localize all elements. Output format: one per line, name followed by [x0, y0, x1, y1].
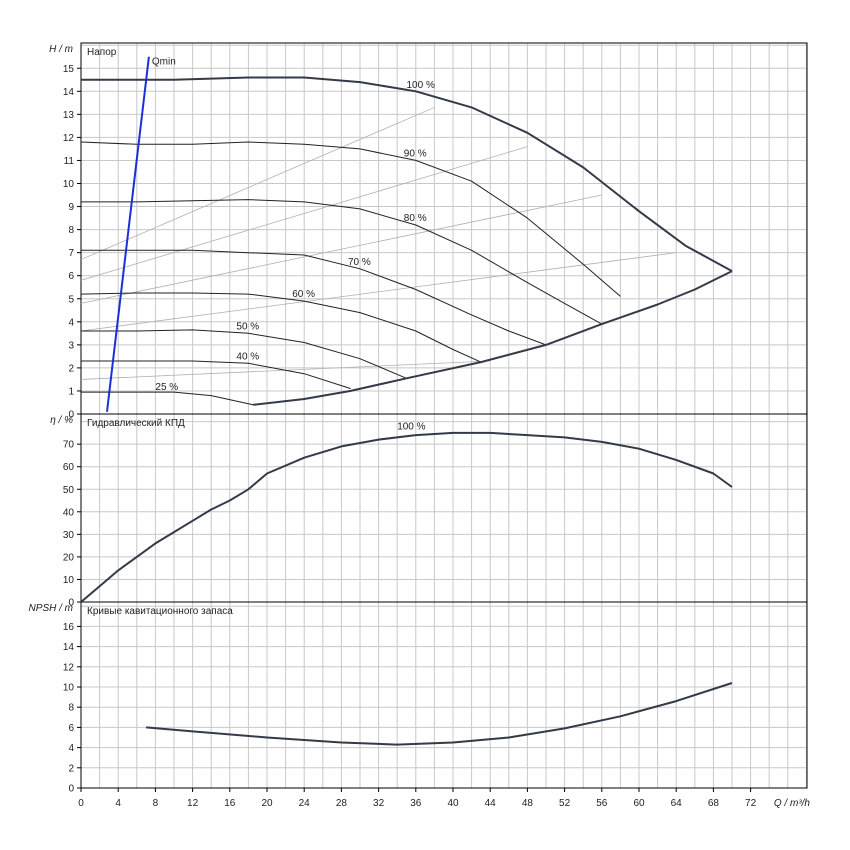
y-tick-label: 4 [68, 743, 74, 754]
curve-label: 70 % [348, 257, 371, 268]
curve-50 [81, 329, 407, 379]
y-tick-label: 13 [63, 110, 75, 121]
y-tick-label: 10 [63, 179, 75, 190]
y-tick-label: 20 [63, 552, 75, 563]
curve-Qmin [106, 56, 150, 412]
y-axis-label: η / % [50, 415, 73, 426]
curve-80 [81, 199, 603, 325]
x-tick-label: 28 [336, 798, 348, 809]
x-tick-label: 4 [115, 798, 121, 809]
y-axis: 0 10 20 30 40 50 60 70 [63, 440, 81, 609]
y-axis-label: H / m [49, 44, 73, 55]
curve-40 [81, 360, 351, 390]
panel-frame [80, 601, 808, 789]
curve-70 [81, 249, 547, 346]
y-tick-label: 9 [68, 202, 74, 213]
y-tick-label: 16 [63, 622, 75, 633]
efficiency-guide-line [80, 252, 677, 332]
y-tick-label: 0 [68, 598, 74, 609]
y-tick-label: 30 [63, 530, 75, 541]
y-tick-label: 6 [68, 723, 74, 734]
y-tick-label: 5 [68, 294, 74, 305]
y-tick-label: 8 [68, 225, 74, 236]
x-tick-label: 56 [596, 798, 608, 809]
x-axis-label: Q / m³/h [774, 798, 811, 809]
x-tick-label: 40 [447, 798, 459, 809]
x-tick-label: 48 [522, 798, 534, 809]
curve-90 [80, 141, 621, 297]
x-tick-label: 12 [187, 798, 199, 809]
x-tick-label: 8 [153, 798, 159, 809]
x-tick-label: 44 [485, 798, 497, 809]
x-tick-label: 68 [708, 798, 720, 809]
curve-boundary [252, 270, 733, 406]
y-tick-label: 8 [68, 703, 74, 714]
x-tick-label: 20 [261, 798, 273, 809]
y-tick-label: 1 [68, 386, 74, 397]
y-tick-label: 70 [63, 440, 75, 451]
y-tick-label: 50 [63, 485, 75, 496]
y-tick-label: 2 [68, 363, 74, 374]
curve-label: 90 % [404, 148, 427, 159]
curve-label: 80 % [404, 213, 427, 224]
curve-label: 40 % [236, 351, 259, 362]
curve-boundary [146, 682, 733, 746]
y-tick-label: 12 [63, 662, 75, 673]
y-tick-label: 4 [68, 317, 74, 328]
panel-title: Напор [87, 47, 117, 58]
x-tick-label: 32 [373, 798, 385, 809]
y-tick-label: 0 [68, 410, 74, 421]
x-axis: 0 4 8 12 16 20 24 28 32 36 40 44 48 52 56 60 64 68 72 [78, 788, 757, 809]
panel-title: Гидравлический КПД [87, 418, 185, 429]
y-tick-label: 0 [68, 784, 74, 795]
grid [80, 43, 807, 788]
curve-100 [81, 76, 733, 272]
x-tick-label: 52 [559, 798, 571, 809]
panel-title: Кривые кавитационного запаса [87, 606, 233, 617]
x-tick-label: 16 [224, 798, 236, 809]
y-tick-label: 10 [63, 683, 75, 694]
panel-frame [80, 413, 808, 603]
curve-label: 100 % [407, 80, 435, 91]
y-tick-label: 3 [68, 340, 74, 351]
x-tick-label: 36 [410, 798, 422, 809]
x-tick-label: 64 [671, 798, 683, 809]
efficiency-guide-line [80, 194, 602, 304]
x-tick-label: 72 [745, 798, 757, 809]
x-tick-label: 24 [299, 798, 311, 809]
y-axis: 0 2 4 6 8 10 12 14 16 [63, 622, 81, 795]
y-axis-label: NPSH / m [29, 603, 73, 614]
curve-label: 25 % [155, 382, 178, 393]
curve-label: 60 % [292, 289, 315, 300]
y-tick-label: 10 [63, 575, 75, 586]
y-tick-label: 6 [68, 271, 74, 282]
y-tick-label: 40 [63, 507, 75, 518]
efficiency-guide-line [80, 146, 528, 281]
curve-label: Qmin [152, 57, 176, 68]
curve-label: 50 % [236, 321, 259, 332]
y-tick-label: 7 [68, 248, 74, 259]
efficiency-guide-line [80, 107, 435, 260]
curve-100 [80, 431, 733, 603]
curve-60 [80, 292, 482, 363]
y-tick-label: 2 [68, 763, 74, 774]
y-tick-label: 15 [63, 64, 75, 75]
x-tick-label: 60 [633, 798, 645, 809]
curve-label: 100 % [397, 421, 425, 432]
x-tick-label: 0 [78, 798, 84, 809]
y-tick-label: 11 [64, 156, 75, 167]
y-tick-label: 14 [63, 642, 75, 653]
y-tick-label: 12 [63, 133, 75, 144]
y-tick-label: 60 [63, 462, 75, 473]
y-tick-label: 14 [63, 87, 75, 98]
